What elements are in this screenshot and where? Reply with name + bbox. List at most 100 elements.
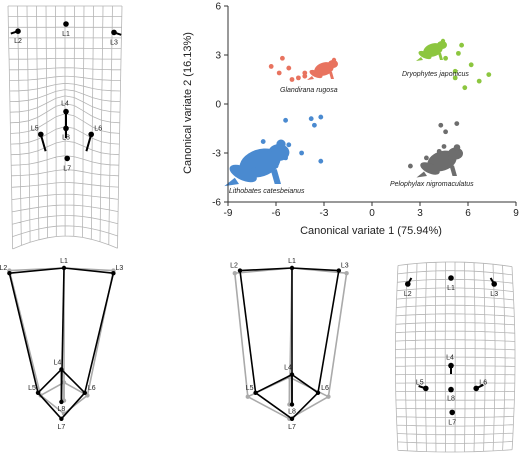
frog-silhouette-icon <box>224 139 290 187</box>
frog-eye <box>276 139 286 149</box>
landmark-label: L2 <box>230 263 238 270</box>
frog-head <box>328 60 338 68</box>
landmark-label: L8 <box>58 406 66 413</box>
landmark-label: L4 <box>61 101 69 108</box>
landmark-point <box>289 265 295 271</box>
landmark-label: L6 <box>321 385 329 392</box>
landmark-label: L5 <box>246 385 254 392</box>
frog-hind-foot <box>416 171 427 178</box>
data-point <box>476 78 482 84</box>
data-point <box>452 75 458 81</box>
wireframe-link <box>255 392 293 420</box>
wireframe-link <box>234 273 249 397</box>
data-point <box>318 158 324 164</box>
landmark-label: L2 <box>14 38 22 45</box>
y-tick-label: 0 <box>215 100 221 111</box>
data-point <box>448 155 453 161</box>
frog-hind-foot <box>224 177 239 187</box>
frog-hind-leg <box>309 69 323 79</box>
frog-front-leg <box>438 53 443 60</box>
series-label-rugosa: Glandirana rugosa <box>280 87 338 94</box>
data-point <box>280 55 285 61</box>
y-tick-label: 6 <box>215 2 221 13</box>
landmark-label: L4 <box>284 365 292 372</box>
data-point <box>456 150 461 156</box>
landmark-point <box>59 399 64 405</box>
landmark-point <box>111 29 117 36</box>
landmark-point <box>232 271 237 276</box>
x-tick-label: -6 <box>272 208 281 219</box>
landmark-point <box>63 21 69 27</box>
landmark-label: L7 <box>63 165 71 172</box>
landmark-point <box>59 416 64 421</box>
wireframe-link <box>8 270 42 396</box>
landmark-point <box>491 281 498 287</box>
landmark-label: L5 <box>28 385 36 392</box>
wireframe-link <box>327 273 348 397</box>
landmark-label: L1 <box>62 31 70 38</box>
landmark-point <box>326 394 331 399</box>
landmark-point <box>289 372 295 377</box>
data-point <box>268 64 274 69</box>
frog-eye <box>331 57 337 63</box>
landmark-label: L3 <box>490 291 498 298</box>
frog-hind-leg <box>420 162 440 175</box>
landmark-point <box>289 416 295 421</box>
wireframe-link <box>37 392 62 420</box>
data-point <box>468 62 474 68</box>
landmark-label: L5 <box>31 125 39 132</box>
series-label-catesbeianus: Lithobates catesbeianus <box>229 188 305 195</box>
y-axis-label: Canonical variate 2 (16.13%) <box>182 32 194 174</box>
frog-silhouette-icon <box>416 38 447 61</box>
wireframe-comparison-cv2: L1 L2 L3 L4 L5 L6 L7 L8 <box>230 258 349 431</box>
landmark-point <box>473 385 480 392</box>
frog-hind-foot <box>416 57 423 61</box>
frog-silhouettes <box>224 38 463 187</box>
deformation-grid <box>395 261 516 453</box>
data-point <box>283 155 288 161</box>
wireframe-link <box>291 373 319 394</box>
wireframe-link <box>40 394 65 415</box>
wireframe-link <box>84 273 115 393</box>
x-tick-label: 6 <box>465 208 471 219</box>
frog-hind-leg <box>418 50 432 60</box>
data-point <box>251 166 256 172</box>
data-point <box>273 163 279 169</box>
wireframe-link <box>60 392 86 420</box>
wireframe-link <box>239 270 257 393</box>
scatter-points <box>251 42 492 172</box>
data-point <box>436 148 442 154</box>
data-point <box>286 142 292 148</box>
wireframe-link <box>239 267 293 272</box>
landmark-label: L8 <box>62 134 70 141</box>
y-tick-label: -6 <box>212 198 221 209</box>
landmark-label: L3 <box>116 265 124 272</box>
x-tick-label: 9 <box>513 208 519 219</box>
displacement-vector <box>39 134 47 152</box>
wireframe-link <box>8 273 39 393</box>
landmark-point <box>245 394 250 399</box>
landmark-point <box>64 155 70 162</box>
x-axis-label: Canonical variate 1 (75.94%) <box>300 225 442 237</box>
landmark-label: L6 <box>88 385 96 392</box>
wireframe-link <box>317 270 340 393</box>
data-point <box>318 114 324 120</box>
landmark-point <box>111 271 116 276</box>
data-point <box>452 68 458 74</box>
series-label-japonicus: Dryophytes japonicus <box>402 71 469 78</box>
x-tick-label: -9 <box>224 208 233 219</box>
landmark-point <box>63 125 69 132</box>
landmark-point <box>61 265 67 271</box>
landmark-label: L7 <box>58 424 66 431</box>
frog-eye <box>440 38 446 44</box>
landmark-label: L8 <box>447 396 455 403</box>
wireframe-link <box>291 392 319 420</box>
landmark-point <box>237 268 243 273</box>
wireframe-link <box>291 267 339 272</box>
data-point <box>443 55 448 61</box>
deformation-grid-cv2: L1 L2 L3 L4 L5 L6 L7 L8 <box>395 261 516 453</box>
landmark-point <box>7 271 12 276</box>
